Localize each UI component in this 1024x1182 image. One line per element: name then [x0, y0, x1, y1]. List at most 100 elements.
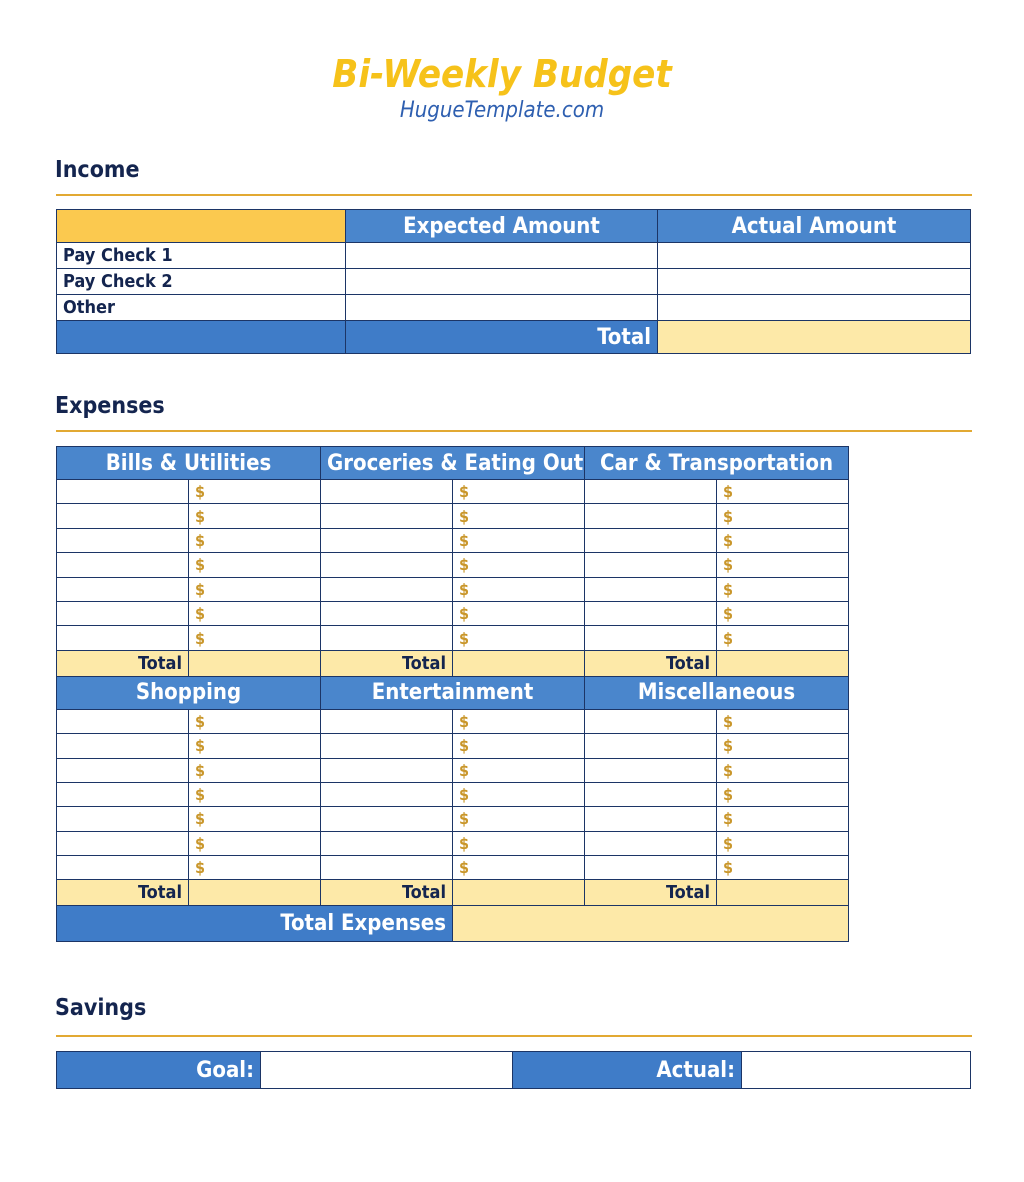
expense-item-input[interactable]	[320, 806, 453, 832]
expense-amount-input[interactable]: $	[188, 830, 321, 857]
actual-input[interactable]	[657, 268, 971, 295]
expense-amount-input[interactable]: $	[716, 806, 850, 832]
expense-amount-input[interactable]: $	[716, 527, 850, 554]
category-total-value[interactable]	[188, 879, 321, 907]
expense-item-input[interactable]	[584, 625, 718, 651]
expense-amount-input[interactable]: $	[451, 781, 586, 808]
expense-amount-input[interactable]: $	[716, 576, 850, 602]
expense-item-input[interactable]	[56, 625, 189, 651]
expense-amount-input[interactable]: $	[451, 478, 586, 505]
expense-amount-input[interactable]: $	[188, 781, 321, 808]
expense-item-input[interactable]	[320, 576, 453, 602]
expense-amount-input[interactable]: $	[716, 600, 850, 627]
total-expenses-value[interactable]	[451, 905, 850, 943]
expense-item-input[interactable]	[56, 478, 189, 505]
expense-amount-input[interactable]: $	[451, 576, 586, 602]
expense-amount-input[interactable]: $	[716, 781, 850, 808]
expense-amount-input[interactable]: $	[716, 830, 850, 857]
expense-item-input[interactable]	[56, 600, 189, 627]
expense-item-input[interactable]	[56, 806, 189, 832]
expense-amount-input[interactable]: $	[188, 757, 321, 783]
category-total-value[interactable]	[188, 649, 321, 677]
expense-amount-input[interactable]: $	[451, 600, 586, 627]
expense-amount-input[interactable]: $	[451, 830, 586, 857]
expense-item-input[interactable]	[584, 552, 718, 578]
expense-amount-input[interactable]: $	[451, 552, 586, 578]
expense-amount-input[interactable]: $	[716, 625, 850, 651]
expense-item-input[interactable]	[56, 576, 189, 602]
expense-item-input[interactable]	[584, 781, 718, 808]
expense-item-input[interactable]	[56, 830, 189, 857]
expense-item-input[interactable]	[56, 527, 189, 554]
expense-amount-input[interactable]: $	[716, 478, 850, 505]
actual-input[interactable]	[657, 242, 971, 269]
expense-item-input[interactable]	[320, 781, 453, 808]
expense-amount-input[interactable]: $	[188, 625, 321, 651]
category-total-value[interactable]	[716, 879, 850, 907]
expense-item-input[interactable]	[584, 733, 718, 759]
expense-amount-input[interactable]: $	[188, 478, 321, 505]
expense-item-input[interactable]	[584, 527, 718, 554]
expense-item-input[interactable]	[320, 478, 453, 505]
category-total-value[interactable]	[716, 649, 850, 677]
expense-amount-input[interactable]: $	[188, 527, 321, 554]
expense-item-input[interactable]	[56, 708, 189, 735]
expense-amount-input[interactable]: $	[451, 503, 586, 529]
expected-input[interactable]	[345, 294, 658, 321]
expense-amount-input[interactable]: $	[716, 757, 850, 783]
expense-amount-input[interactable]: $	[188, 806, 321, 832]
income-total-value[interactable]	[657, 320, 971, 354]
category-total-value[interactable]	[451, 649, 586, 677]
expense-amount-input[interactable]: $	[451, 527, 586, 554]
expense-item-input[interactable]	[584, 503, 718, 529]
expense-amount-input[interactable]: $	[716, 733, 850, 759]
expense-item-input[interactable]	[584, 600, 718, 627]
expected-input[interactable]	[345, 242, 658, 269]
expense-item-input[interactable]	[56, 781, 189, 808]
expense-item-input[interactable]	[320, 733, 453, 759]
expense-item-input[interactable]	[584, 576, 718, 602]
expense-item-input[interactable]	[584, 478, 718, 505]
expense-item-input[interactable]	[584, 708, 718, 735]
expense-item-input[interactable]	[320, 757, 453, 783]
expense-item-input[interactable]	[320, 527, 453, 554]
expense-amount-input[interactable]: $	[188, 503, 321, 529]
expense-amount-input[interactable]: $	[451, 625, 586, 651]
expense-amount-input[interactable]: $	[451, 855, 586, 881]
expense-amount-input[interactable]: $	[451, 708, 586, 735]
expense-item-input[interactable]	[56, 855, 189, 881]
expense-item-input[interactable]	[56, 757, 189, 783]
expense-amount-input[interactable]: $	[716, 855, 850, 881]
expense-item-input[interactable]	[320, 552, 453, 578]
expense-amount-input[interactable]: $	[188, 733, 321, 759]
expense-item-input[interactable]	[56, 733, 189, 759]
expense-item-input[interactable]	[320, 708, 453, 735]
expense-amount-input[interactable]: $	[716, 552, 850, 578]
category-total-value[interactable]	[451, 879, 586, 907]
expense-item-input[interactable]	[56, 503, 189, 529]
expense-item-input[interactable]	[584, 830, 718, 857]
expense-amount-input[interactable]: $	[188, 552, 321, 578]
expense-item-input[interactable]	[320, 503, 453, 529]
expense-item-input[interactable]	[56, 552, 189, 578]
expense-amount-input[interactable]: $	[451, 733, 586, 759]
expense-item-input[interactable]	[584, 806, 718, 832]
expense-amount-input[interactable]: $	[188, 708, 321, 735]
expense-amount-input[interactable]: $	[451, 806, 586, 832]
expense-item-input[interactable]	[320, 625, 453, 651]
expected-input[interactable]	[345, 268, 658, 295]
expense-item-input[interactable]	[584, 757, 718, 783]
expense-amount-input[interactable]: $	[188, 576, 321, 602]
expense-amount-input[interactable]: $	[716, 708, 850, 735]
expense-amount-input[interactable]: $	[188, 600, 321, 627]
expense-item-input[interactable]	[584, 855, 718, 881]
actual-input[interactable]	[657, 294, 971, 321]
expense-item-input[interactable]	[320, 600, 453, 627]
expense-item-input[interactable]	[320, 830, 453, 857]
goal-input[interactable]	[260, 1051, 513, 1089]
expense-amount-input[interactable]: $	[451, 757, 586, 783]
expense-amount-input[interactable]: $	[716, 503, 850, 529]
expense-amount-input[interactable]: $	[188, 855, 321, 881]
actual-savings-input[interactable]	[741, 1051, 971, 1089]
expense-item-input[interactable]	[320, 855, 453, 881]
